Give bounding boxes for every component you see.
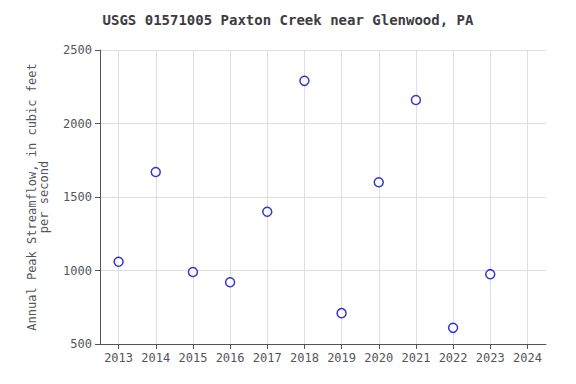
svg-text:per second: per second	[37, 161, 51, 233]
svg-text:2020: 2020	[364, 351, 393, 365]
svg-text:1500: 1500	[63, 190, 92, 204]
svg-text:1000: 1000	[63, 264, 92, 278]
svg-text:2015: 2015	[178, 351, 207, 365]
svg-text:2019: 2019	[327, 351, 356, 365]
svg-text:2018: 2018	[290, 351, 319, 365]
svg-text:2500: 2500	[63, 43, 92, 57]
svg-text:500: 500	[70, 337, 92, 351]
svg-text:USGS 01571005 Paxton Creek nea: USGS 01571005 Paxton Creek near Glenwood…	[103, 12, 474, 28]
svg-text:2023: 2023	[476, 351, 505, 365]
svg-text:2016: 2016	[216, 351, 245, 365]
svg-text:2021: 2021	[401, 351, 430, 365]
svg-text:2022: 2022	[439, 351, 468, 365]
svg-text:2000: 2000	[63, 117, 92, 131]
svg-text:2017: 2017	[253, 351, 282, 365]
svg-text:2014: 2014	[141, 351, 170, 365]
svg-text:2024: 2024	[513, 351, 542, 365]
svg-text:Annual Peak Streamflow, in cub: Annual Peak Streamflow, in cubic feet	[25, 63, 39, 331]
svg-text:2013: 2013	[104, 351, 133, 365]
